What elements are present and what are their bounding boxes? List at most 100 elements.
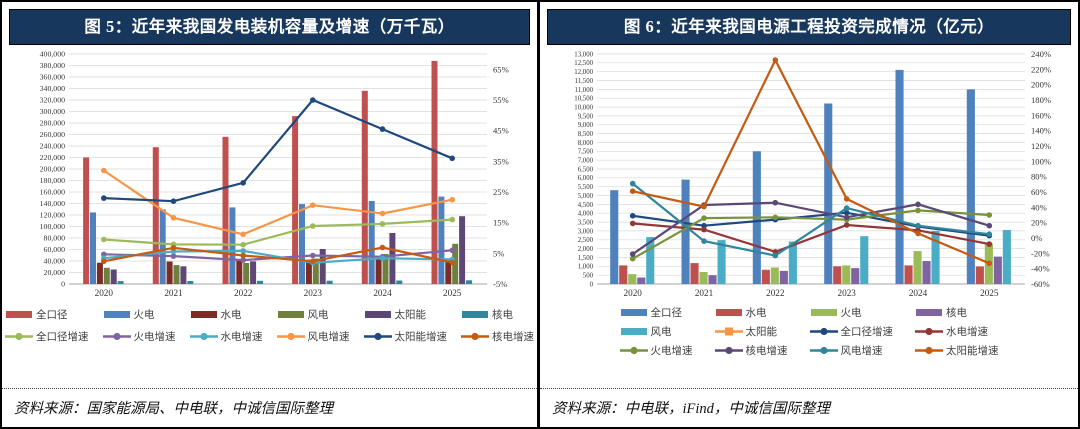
legend-swatch-icon	[714, 327, 743, 336]
legend-label: 全口径增速	[36, 332, 89, 343]
legend-item: 风电增速	[809, 343, 894, 358]
svg-text:160,000: 160,000	[40, 188, 65, 197]
svg-text:3,500: 3,500	[578, 220, 594, 227]
svg-text:180,000: 180,000	[40, 176, 65, 185]
svg-text:360,000: 360,000	[40, 73, 65, 82]
svg-text:0%: 0%	[1031, 233, 1042, 243]
legend-item: 火电	[103, 307, 176, 322]
legend-swatch-icon	[810, 309, 837, 316]
svg-text:200%: 200%	[1031, 80, 1051, 90]
legend-label: 全口径增速	[840, 327, 894, 338]
figure-6-legend: 全口径 水电 火电 核电 风电 太阳能 全口径增速 水电增速 火电增速 核电增速 风电增速 太阳能增速	[540, 305, 1078, 358]
svg-text:200,000: 200,000	[40, 165, 65, 174]
svg-text:2024: 2024	[909, 288, 928, 298]
panel-figure-6: 图 6：近年来我国电源工程投资完成情况（亿元） 0 500 1,000 1,500 2,…	[540, 2, 1078, 427]
svg-text:-5%: -5%	[493, 279, 507, 289]
svg-text:40,000: 40,000	[44, 257, 66, 266]
svg-text:11,500: 11,500	[575, 78, 594, 85]
legend-item: 核电	[915, 305, 999, 320]
svg-text:0: 0	[590, 281, 594, 288]
legend-swatch-icon	[619, 346, 648, 355]
svg-text:6,500: 6,500	[578, 166, 594, 173]
svg-text:180%: 180%	[1031, 95, 1051, 105]
legend-label: 全口径	[650, 308, 683, 319]
svg-text:7,000: 7,000	[578, 158, 594, 165]
legend-swatch-icon	[103, 311, 130, 318]
legend-swatch-icon	[620, 328, 647, 335]
legend-item: 水电增速	[189, 329, 263, 344]
legend-swatch-icon	[809, 327, 838, 336]
legend-item: 风电	[620, 324, 693, 339]
legend-item: 水电	[190, 307, 263, 322]
svg-text:-60%: -60%	[1031, 279, 1050, 289]
svg-text:10,000: 10,000	[574, 105, 593, 112]
panel-figure-5: 图 5：近年来我国发电装机容量及增速（万千瓦） 0 20,000 40,000 60,…	[2, 2, 540, 427]
svg-text:4,000: 4,000	[578, 211, 594, 218]
legend-swatch-icon	[809, 346, 838, 355]
legend-swatch-icon	[715, 309, 742, 316]
svg-text:500: 500	[583, 273, 594, 280]
svg-text:2021: 2021	[695, 288, 714, 298]
legend-item: 水电	[715, 305, 788, 320]
legend-item: 太阳能	[714, 324, 788, 339]
legend-item: 火电增速	[102, 329, 176, 344]
svg-text:140%: 140%	[1031, 126, 1051, 136]
legend-swatch-icon	[277, 311, 304, 318]
legend-label: 火电增速	[133, 332, 176, 343]
svg-text:1,000: 1,000	[578, 264, 594, 271]
svg-text:1,500: 1,500	[578, 255, 594, 262]
legend-swatch-icon	[189, 332, 218, 341]
legend-swatch-icon	[364, 311, 391, 318]
figure-5-title: 图 5：近年来我国发电装机容量及增速（万千瓦）	[9, 9, 530, 45]
svg-text:2020: 2020	[624, 288, 643, 298]
svg-text:60,000: 60,000	[44, 245, 66, 254]
legend-label: 火电	[133, 310, 155, 321]
legend-swatch-icon	[620, 309, 647, 316]
legend-label: 水电	[220, 310, 242, 321]
legend-label: 风电	[650, 327, 672, 338]
legend-swatch-icon	[5, 332, 33, 341]
svg-text:140,000: 140,000	[40, 199, 65, 208]
legend-swatch-icon	[461, 332, 489, 341]
legend-swatch-icon	[276, 332, 305, 341]
svg-text:9,000: 9,000	[578, 122, 594, 129]
legend-label: 太阳能	[745, 327, 778, 338]
svg-text:80,000: 80,000	[44, 234, 66, 243]
legend-label: 风电增速	[307, 332, 350, 343]
legend-item: 太阳能增速	[915, 343, 999, 358]
svg-text:40%: 40%	[1031, 202, 1047, 212]
svg-text:280,000: 280,000	[40, 119, 65, 128]
svg-text:340,000: 340,000	[40, 84, 65, 93]
svg-text:20,000: 20,000	[44, 268, 66, 277]
legend-item: 核电增速	[461, 329, 534, 344]
legend-item: 太阳能	[364, 307, 448, 322]
svg-text:10,500: 10,500	[574, 96, 593, 103]
svg-text:20%: 20%	[1031, 218, 1047, 228]
legend-item: 全口径增速	[5, 329, 89, 344]
legend-label: 太阳能增速	[946, 346, 999, 357]
svg-text:8,500: 8,500	[578, 131, 594, 138]
svg-text:5%: 5%	[493, 248, 504, 258]
svg-text:2023: 2023	[838, 288, 857, 298]
svg-text:8,000: 8,000	[578, 140, 594, 147]
legend-label: 太阳能	[394, 310, 427, 321]
figure-6-title: 图 6：近年来我国电源工程投资完成情况（亿元）	[547, 9, 1071, 45]
svg-text:55%: 55%	[493, 95, 509, 105]
svg-text:220%: 220%	[1031, 64, 1051, 74]
legend-item: 太阳能增速	[363, 329, 447, 344]
svg-text:240%: 240%	[1031, 49, 1051, 59]
svg-text:120,000: 120,000	[40, 211, 65, 220]
legend-item: 火电增速	[619, 343, 693, 358]
svg-text:13,000: 13,000	[574, 51, 593, 58]
svg-text:11,000: 11,000	[575, 87, 594, 94]
legend-swatch-icon	[714, 346, 743, 355]
legend-item: 风电增速	[276, 329, 350, 344]
svg-text:15%: 15%	[493, 218, 509, 228]
svg-text:12,000: 12,000	[574, 69, 593, 76]
figure-5-legend: 全口径 火电 水电 风电 太阳能 核电 全口径增速 火电增速 水电增速 风电增速 太阳能增速 核电增速	[2, 307, 537, 344]
legend-item: 风电	[277, 307, 350, 322]
figure-5-source-note: 资料来源：国家能源局、中电联，中诚信国际整理	[2, 388, 537, 427]
svg-text:160%: 160%	[1031, 110, 1051, 120]
svg-text:2022: 2022	[234, 288, 253, 298]
svg-text:240,000: 240,000	[40, 142, 65, 151]
